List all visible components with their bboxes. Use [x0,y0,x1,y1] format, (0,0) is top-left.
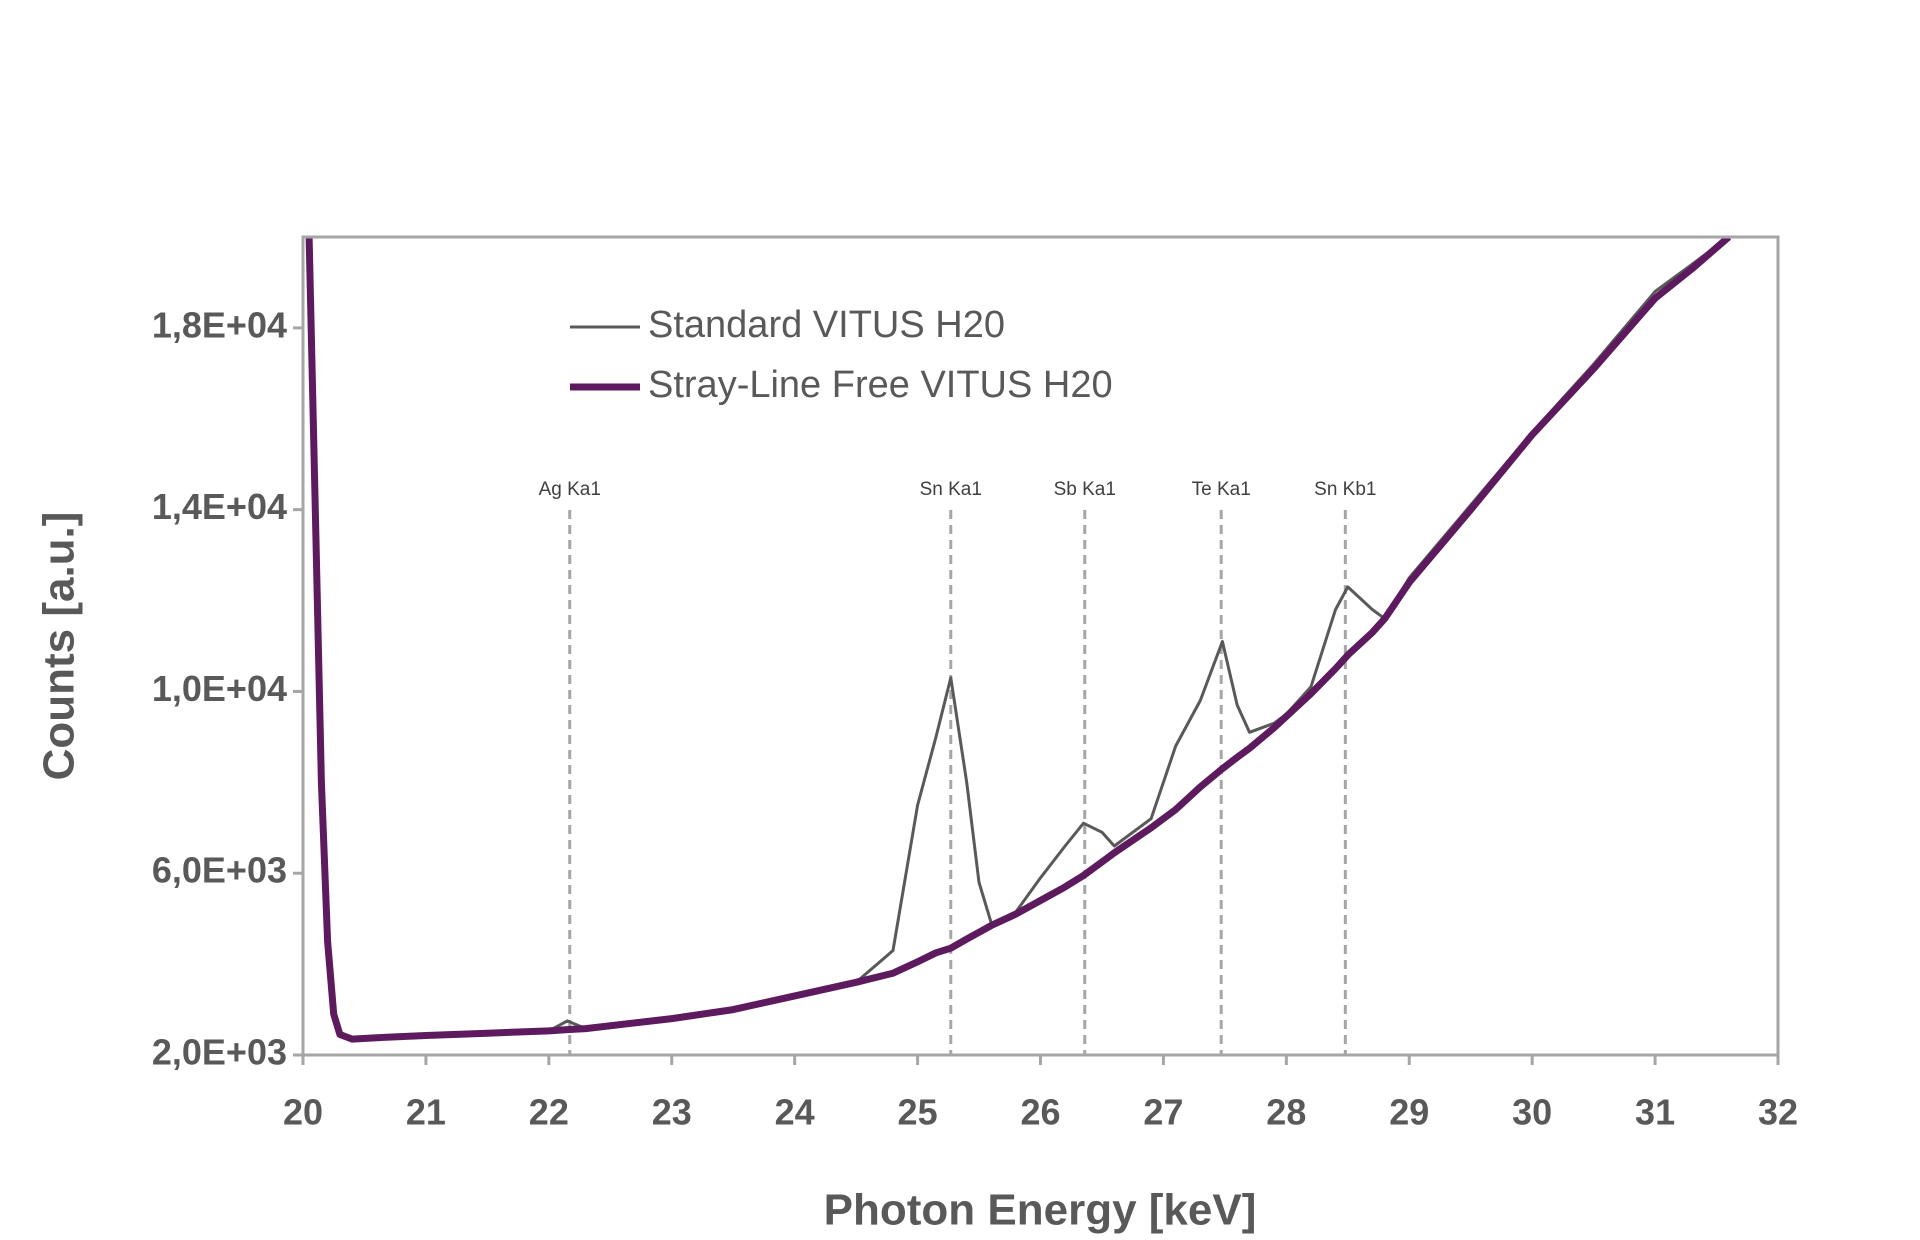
series-line [305,237,1732,1043]
y-tick-label: 6,0E+03 [152,850,287,891]
annotation-label: Sn Kb1 [1314,479,1376,500]
x-tick-label: 29 [1389,1092,1429,1133]
x-tick-label: 22 [529,1092,569,1133]
plot-lines [305,237,1732,1043]
x-tick-label: 30 [1512,1092,1552,1133]
annotation-label: Sb Ka1 [1054,479,1116,500]
y-tick-label: 1,8E+04 [152,304,287,345]
series-line [307,237,1730,1041]
x-tick-label: 27 [1143,1092,1183,1133]
legend-label: Standard VITUS H20 [648,304,1005,346]
x-tick-label: 21 [406,1092,446,1133]
plot-frame [301,235,1780,1057]
x-tick-label: 26 [1020,1092,1060,1133]
annotation-label: Sn Ka1 [920,479,982,500]
x-tick-label: 23 [652,1092,692,1133]
x-tick-label: 25 [898,1092,938,1133]
y-axis-title: Counts [a.u.] [35,512,84,781]
y-tick-label: 1,0E+04 [152,668,287,709]
x-tick-label: 20 [283,1092,323,1133]
y-tick-label: 1,4E+04 [152,486,287,527]
x-tick-label: 31 [1635,1092,1675,1133]
legend-label: Stray-Line Free VITUS H20 [648,364,1113,406]
y-tick-label: 2,0E+03 [152,1032,287,1073]
annotation-label: Te Ka1 [1192,479,1251,500]
x-tick-label: 28 [1266,1092,1306,1133]
x-tick-label: 24 [775,1092,815,1133]
x-tick-label: 32 [1758,1092,1798,1133]
x-axis-title: Photon Energy [keV] [824,1186,1257,1235]
annotation-label: Ag Ka1 [539,479,601,500]
